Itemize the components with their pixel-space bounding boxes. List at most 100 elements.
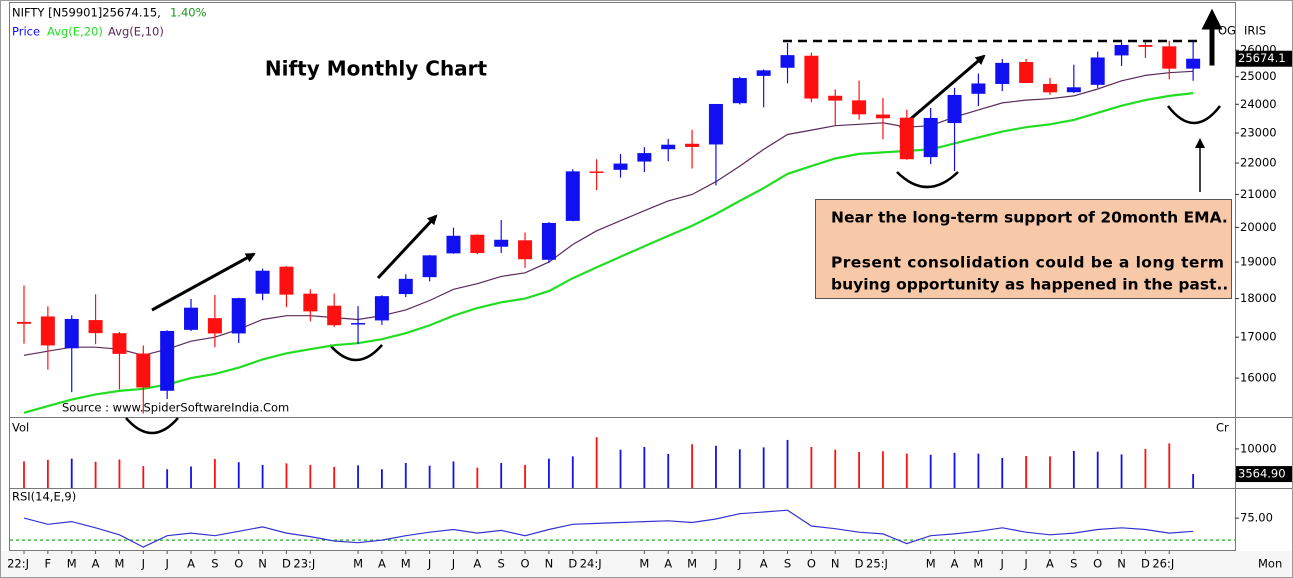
annotation-text: Present consolidation could be a long te… (831, 254, 1224, 272)
x-tick-label: O (1093, 557, 1102, 571)
candle-body (637, 153, 652, 162)
candle-body (923, 117, 938, 158)
volume-bar (476, 467, 479, 488)
candle-body (351, 323, 366, 325)
volume-bar (333, 466, 336, 488)
x-tick-label: A (664, 557, 672, 571)
candle-body (494, 239, 509, 247)
toolbar-item[interactable]: OG (1218, 24, 1236, 38)
candle-body (899, 117, 914, 160)
x-axis-label: Mon (1258, 557, 1282, 571)
trend-arrow (151, 252, 256, 312)
volume-bar (595, 437, 598, 488)
volume-bar (1168, 443, 1171, 488)
candle-body (804, 55, 819, 99)
volume-bar (23, 461, 25, 488)
last-volume-box (1236, 466, 1292, 483)
x-tick-label: J (713, 557, 717, 571)
chart-title: Nifty Monthly Chart (265, 57, 488, 81)
y-tick-label: 16000 (1240, 371, 1277, 385)
candle-body (685, 143, 700, 147)
x-tick-label: O (234, 557, 243, 571)
y-tick-label: 18000 (1240, 291, 1277, 305)
candle-body (565, 171, 580, 221)
y-tick-label: 21000 (1240, 187, 1277, 201)
y-tick-label: 24000 (1240, 97, 1277, 111)
volume-bar (1120, 454, 1123, 488)
candle-body (184, 307, 199, 330)
candle-body (279, 266, 294, 295)
x-tick-label: D (855, 557, 864, 571)
volume-bar (858, 452, 860, 488)
candle-body (613, 163, 628, 170)
x-tick-label: J (1000, 557, 1004, 571)
volume-bar (46, 459, 49, 488)
volume-bar (404, 462, 407, 488)
legend-price: Price (12, 25, 40, 39)
volume-bar (1025, 455, 1028, 488)
volume-bar (1072, 450, 1075, 488)
candle-body (1066, 87, 1081, 93)
x-tick-label: A (187, 557, 195, 571)
x-tick-label: 24:J (580, 557, 602, 571)
candle-body (112, 333, 127, 354)
last-price-box (1236, 50, 1292, 67)
x-tick-label: J (141, 557, 145, 571)
candle-body (470, 234, 485, 254)
candle-body (971, 83, 986, 94)
candle-body (995, 62, 1010, 84)
volume-unit: Cr (1216, 421, 1229, 435)
marks: 16000 17000 18000 19000 20000 21000 22000 23000… (7, 40, 1292, 571)
candle-body (88, 320, 103, 334)
volume-bar (929, 454, 932, 488)
y-tick-label: 19000 (1240, 255, 1277, 269)
volume-bar (166, 469, 169, 488)
x-tick-label: M (926, 557, 936, 571)
candle-body (422, 255, 437, 278)
volume-bar (953, 452, 956, 488)
volume-bar (738, 449, 741, 488)
ema-line (23, 92, 1194, 414)
candle-body (947, 94, 962, 124)
candle-body (1042, 83, 1057, 93)
y-tick-label: 75.00 (1240, 511, 1273, 525)
x-tick-label: D (1141, 557, 1150, 571)
x-tick-label: A (378, 557, 386, 571)
annotation-text: buying opportunity as happened in the pa… (831, 276, 1228, 294)
x-tick-label: M (973, 557, 983, 571)
x-tick-label: S (498, 557, 505, 571)
candle-body (708, 103, 723, 145)
x-tick-label: J (1023, 557, 1027, 571)
y-tick-label: 20000 (1240, 220, 1277, 234)
candle-body (1090, 57, 1105, 85)
volume-bar (643, 446, 646, 488)
x-tick-label: O (521, 557, 530, 571)
candle-body (1138, 45, 1153, 47)
plot-frame (9, 2, 1236, 551)
candle-body (40, 316, 55, 346)
candle-body (303, 293, 318, 312)
x-tick-label: J (451, 557, 455, 571)
volume-bar (1001, 457, 1004, 488)
x-tick-label: D (282, 557, 291, 571)
toolbar-item[interactable]: IRIS (1244, 24, 1266, 38)
header-symbol: NIFTY [N59901]25674.15, (12, 6, 161, 20)
support-arc (896, 171, 959, 189)
volume-bar (285, 463, 288, 488)
x-tick-label: J (427, 557, 431, 571)
trend-arrow (376, 214, 438, 280)
candle-body (446, 235, 461, 254)
source-note: Source : www.SpiderSoftwareIndia.Com (62, 401, 289, 415)
x-tick-label: A (1046, 557, 1054, 571)
volume-bar (142, 466, 145, 488)
volume-bar (381, 469, 383, 488)
candle-body (732, 78, 747, 104)
support-arc (1167, 105, 1221, 125)
candle-body (17, 321, 31, 324)
last-price-label: 25674.1 (1238, 51, 1286, 65)
ema-line (23, 70, 1194, 356)
x-tick-label: A (92, 557, 100, 571)
volume-bar (882, 451, 884, 488)
volume-bar (500, 462, 503, 488)
